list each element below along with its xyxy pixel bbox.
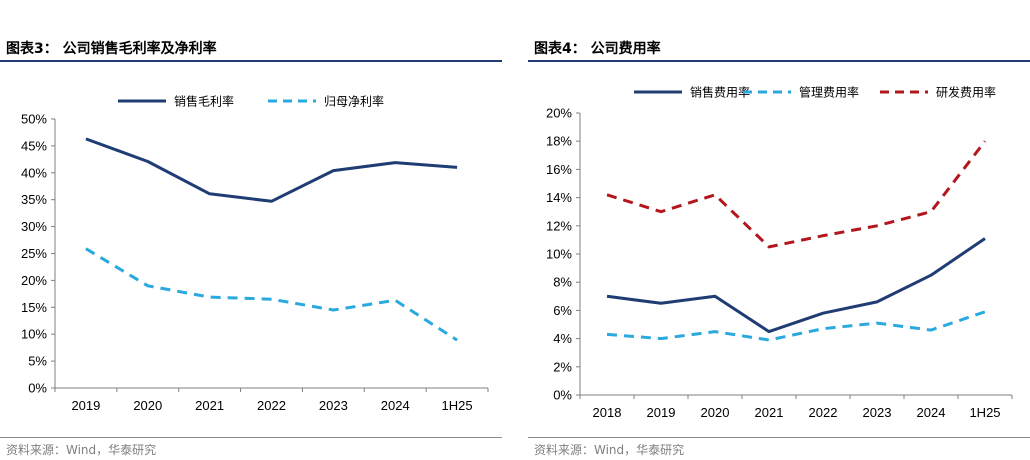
- x-tick-label: 2022: [257, 398, 286, 413]
- legend-entry: 管理费用率: [743, 85, 859, 100]
- x-tick-label: 2020: [701, 405, 730, 420]
- legend-entry: 研发费用率: [880, 85, 996, 100]
- x-tick-label: 2020: [133, 398, 162, 413]
- series-line-2: [606, 310, 986, 342]
- footer-divider: [0, 437, 502, 438]
- y-tick-label: 10%: [21, 327, 47, 342]
- x-tick-label: 2021: [755, 405, 784, 420]
- footer-divider: [528, 437, 1030, 438]
- legend-label: 研发费用率: [936, 85, 996, 100]
- y-tick-label: 40%: [21, 165, 47, 180]
- y-tick-label: 12%: [546, 218, 572, 233]
- x-tick-label: 1H25: [442, 398, 473, 413]
- x-tick-label: 2022: [809, 405, 838, 420]
- y-tick-label: 14%: [546, 190, 572, 205]
- x-tick-label: 2019: [647, 405, 676, 420]
- title-divider: [528, 60, 1030, 62]
- panel-title: 图表3： 公司销售毛利率及净利率: [6, 41, 217, 57]
- x-tick-label: 1H25: [969, 405, 1000, 420]
- legend-label: 归母净利率: [324, 94, 384, 109]
- x-tick-label: 2023: [863, 405, 892, 420]
- axes: 0% 5% 10% 15% 20% 25% 30% 35% 40% 45% 50% 2019 2020 2…: [21, 112, 489, 413]
- legend-label: 管理费用率: [799, 85, 859, 100]
- x-tick-label: 2018: [593, 405, 622, 420]
- x-tick-label: 2023: [319, 398, 348, 413]
- y-tick-label: 0%: [553, 388, 572, 403]
- title-divider: [0, 60, 502, 62]
- expense-line-chart: 0% 2% 4% 6% 8% 10% 12% 14% 16% 18% 20% 2018 2019 2020…: [546, 85, 1013, 420]
- x-tick-label: 2024: [917, 405, 946, 420]
- y-tick-label: 30%: [21, 219, 47, 234]
- y-tick-label: 5%: [28, 354, 47, 369]
- y-tick-label: 16%: [546, 162, 572, 177]
- series-line-1: [85, 137, 458, 203]
- y-tick-label: 15%: [21, 300, 47, 315]
- x-tick-label: 2024: [381, 398, 410, 413]
- series-line-2: [85, 247, 458, 342]
- series-line-1: [606, 237, 986, 334]
- y-tick-label: 20%: [546, 106, 572, 121]
- axes: 0% 2% 4% 6% 8% 10% 12% 14% 16% 18% 20% 2018 2019 2020…: [546, 106, 1013, 420]
- y-tick-label: 2%: [553, 359, 572, 374]
- y-tick-label: 35%: [21, 192, 47, 207]
- y-tick-label: 50%: [21, 112, 47, 127]
- panel-title: 图表4： 公司费用率: [534, 41, 661, 57]
- y-tick-label: 6%: [553, 303, 572, 318]
- y-tick-label: 18%: [546, 134, 572, 149]
- y-tick-label: 10%: [546, 247, 572, 262]
- y-tick-label: 4%: [553, 331, 572, 346]
- legend-label: 销售毛利率: [174, 94, 234, 109]
- x-tick-label: 2021: [195, 398, 224, 413]
- y-tick-label: 20%: [21, 273, 47, 288]
- y-tick-label: 45%: [21, 138, 47, 153]
- chart-panel-expenses: 图表4： 公司费用率 0% 2% 4% 6% 8% 10% 12% 14% 16% 18% 20% 2…: [528, 0, 1030, 460]
- margin-line-chart: 0% 5% 10% 15% 20% 25% 30% 35% 40% 45% 50% 2019 2020 2…: [21, 94, 489, 413]
- y-tick-label: 0%: [28, 381, 47, 396]
- y-tick-label: 25%: [21, 246, 47, 261]
- source-note: 资料来源：Wind，华泰研究: [6, 443, 157, 457]
- legend-label: 销售费用率: [690, 85, 750, 100]
- legend-entry: 销售毛利率: [118, 94, 234, 109]
- source-note: 资料来源：Wind，华泰研究: [534, 443, 685, 457]
- chart-panel-margins: 图表3： 公司销售毛利率及净利率 0% 5% 10% 15% 20% 25% 30% 35% 4…: [0, 0, 502, 460]
- x-tick-label: 2019: [71, 398, 100, 413]
- legend-entry: 归母净利率: [268, 94, 384, 109]
- series-line-3: [606, 140, 987, 249]
- legend-entry: 销售费用率: [634, 85, 750, 100]
- y-tick-label: 8%: [553, 275, 572, 290]
